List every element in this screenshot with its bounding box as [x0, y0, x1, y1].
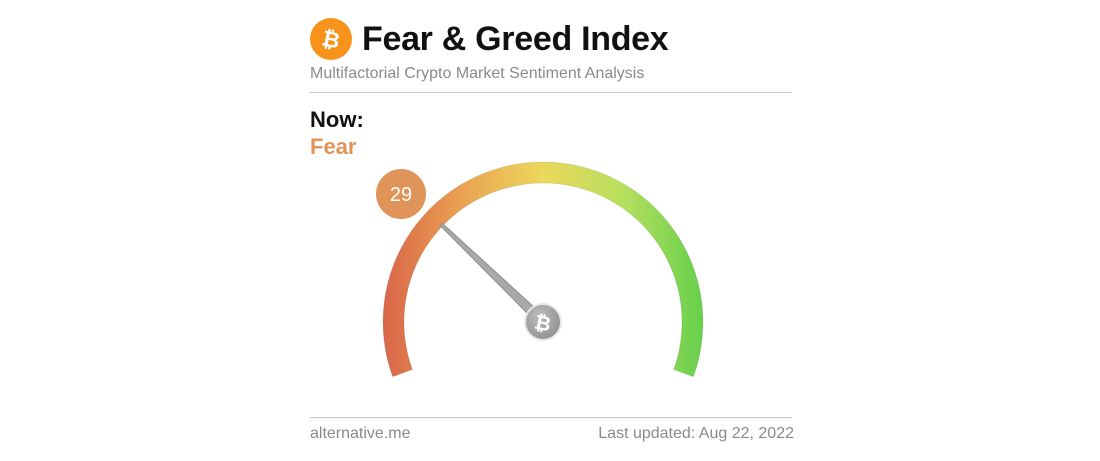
- header: ₿ Fear & Greed Index: [310, 16, 792, 64]
- svg-text:₿: ₿: [320, 26, 343, 52]
- last-updated: Last updated: Aug 22, 2022: [598, 425, 794, 442]
- sentiment-gauge: ₿ 29: [376, 161, 704, 378]
- page-title: Fear & Greed Index: [362, 20, 669, 58]
- source-credit: alternative.me: [310, 425, 411, 442]
- page-subtitle: Multifactorial Crypto Market Sentiment A…: [310, 65, 645, 82]
- svg-text:₿: ₿: [532, 312, 553, 337]
- divider: [310, 417, 792, 418]
- divider: [310, 92, 792, 93]
- gauge-value: 29: [390, 184, 412, 206]
- gauge-arc: [382, 161, 704, 378]
- bitcoin-logo-icon: ₿: [310, 18, 352, 60]
- now-label: Now:: [310, 107, 364, 132]
- value-badge: 29: [376, 169, 426, 219]
- gauge-hub: ₿: [524, 303, 562, 341]
- sentiment-classification: Fear: [310, 134, 357, 159]
- bitcoin-icon: ₿: [532, 312, 553, 337]
- fear-greed-card: ₿ Fear & Greed Index Multifactorial Cryp…: [310, 0, 794, 461]
